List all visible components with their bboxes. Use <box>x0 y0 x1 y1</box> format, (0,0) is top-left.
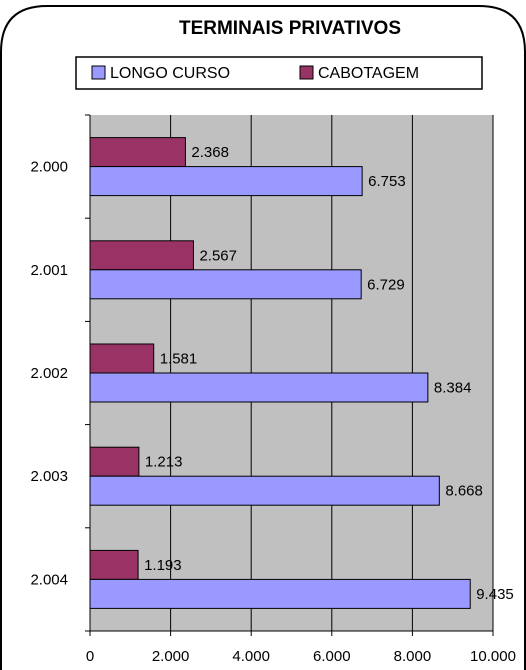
data-label: 6.729 <box>367 276 405 293</box>
bar <box>89 343 155 374</box>
legend-box <box>75 56 483 90</box>
data-label: 6.753 <box>368 173 406 190</box>
bar <box>89 137 186 168</box>
y-tick-label: 2.003 <box>30 468 68 485</box>
bar <box>89 578 471 609</box>
data-label: 1.213 <box>145 454 183 471</box>
y-tick-label: 2.004 <box>30 571 68 588</box>
legend-swatch-cabotagem <box>299 65 314 80</box>
data-label: 8.668 <box>445 483 483 500</box>
legend-label-longo-curso: LONGO CURSO <box>110 65 230 82</box>
x-tick-label: 2.000 <box>152 648 190 665</box>
data-label: 2.567 <box>199 247 237 264</box>
x-tick-label: 8.000 <box>394 648 432 665</box>
legend: LONGO CURSO CABOTAGEM <box>75 56 483 90</box>
bar <box>89 475 440 506</box>
y-tick-label: 2.002 <box>30 365 68 382</box>
x-tick-label: 4.000 <box>232 648 270 665</box>
data-label: 1.193 <box>144 557 182 574</box>
chart-title: TERMINAIS PRIVATIVOS <box>179 18 401 39</box>
bar <box>89 269 362 300</box>
legend-swatch-longo-curso <box>91 65 106 80</box>
data-label: 1.581 <box>160 351 198 368</box>
data-label: 8.384 <box>434 380 472 397</box>
x-ticks: 0 2.000 4.000 6.000 8.000 10.000 <box>86 631 516 665</box>
bar <box>89 549 139 580</box>
data-labels: 2.368 6.753 2.567 6.729 1.581 8.384 1.213 8.668… <box>144 144 514 603</box>
y-tick-label: 2.000 <box>30 159 68 176</box>
bar <box>89 240 194 271</box>
bar <box>89 446 140 477</box>
y-ticks: 2.000 2.001 2.002 2.003 2.004 <box>30 114 90 632</box>
y-tick-label: 2.001 <box>30 262 68 279</box>
x-tick-label: 6.000 <box>313 648 351 665</box>
x-tick-label: 10.000 <box>470 648 516 665</box>
legend-label-cabotagem: CABOTAGEM <box>318 65 419 82</box>
data-label: 2.368 <box>191 144 229 161</box>
bar <box>89 372 429 403</box>
bars <box>89 137 471 609</box>
x-tick-label: 0 <box>86 648 94 665</box>
data-label: 9.435 <box>476 586 514 603</box>
bar <box>89 166 363 197</box>
